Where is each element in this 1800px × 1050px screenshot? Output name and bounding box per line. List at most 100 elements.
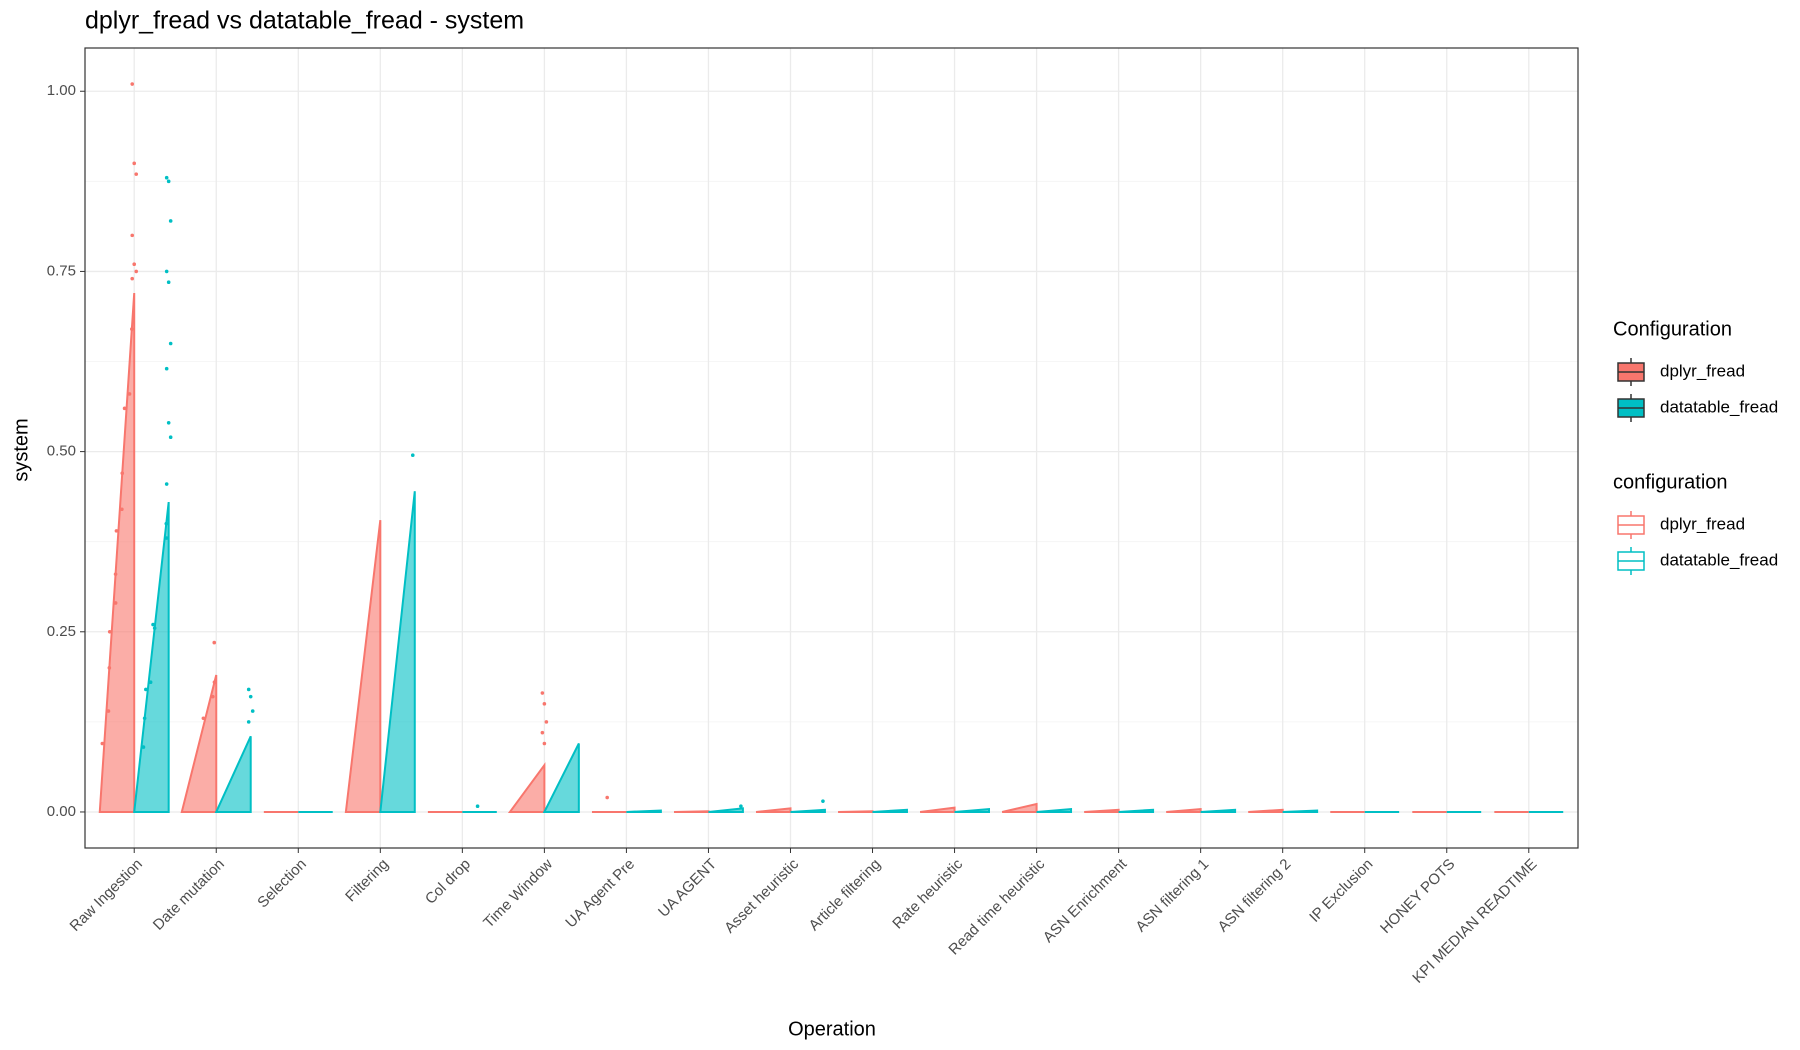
outlier xyxy=(475,804,480,808)
outlier xyxy=(168,435,173,439)
outlier xyxy=(130,276,135,281)
outlier xyxy=(739,804,743,808)
outlier xyxy=(246,720,251,724)
outlier xyxy=(212,640,217,645)
legend-title: configuration xyxy=(1613,471,1728,493)
legend-label: dplyr_fread xyxy=(1660,514,1745,533)
outlier xyxy=(164,521,169,526)
outlier xyxy=(141,745,146,749)
outlier xyxy=(152,626,157,630)
box-ramp xyxy=(1248,808,1284,813)
outlier xyxy=(148,680,153,685)
legend-label: datatable_fread xyxy=(1660,550,1778,569)
outlier xyxy=(542,741,547,746)
outlier xyxy=(544,720,549,724)
outlier xyxy=(540,691,545,695)
x-tick-label: HONEY POTS xyxy=(1377,856,1458,937)
outlier xyxy=(164,366,169,371)
outlier xyxy=(166,420,171,425)
x-axis-title: Operation xyxy=(788,1018,876,1040)
x-tick-label: UA AGENT xyxy=(655,856,720,921)
y-tick-label: 0.75 xyxy=(47,262,76,279)
outlier xyxy=(113,601,118,605)
box-ramp xyxy=(507,762,546,813)
box-ramp xyxy=(1282,809,1319,813)
box-ramp xyxy=(98,292,136,813)
outlier xyxy=(605,795,609,800)
x-tick-label: Asset heuristic xyxy=(721,855,802,936)
outlier xyxy=(410,453,415,458)
outlier xyxy=(130,327,134,331)
legend-label: datatable_fread xyxy=(1660,397,1778,416)
y-tick-label: 0.50 xyxy=(47,443,76,460)
box-ramp xyxy=(379,491,416,813)
box-ramp xyxy=(1118,808,1155,813)
outlier xyxy=(540,730,545,735)
box-ramp xyxy=(214,735,252,813)
outlier xyxy=(120,507,124,512)
x-tick-label: IP Exclusion xyxy=(1306,856,1376,926)
outlier xyxy=(107,629,112,634)
y-tick-label: 0.00 xyxy=(47,803,76,820)
box-ramp xyxy=(954,807,991,813)
outlier xyxy=(168,341,173,346)
outlier xyxy=(132,161,137,166)
outlier xyxy=(248,694,253,699)
outlier xyxy=(201,716,206,721)
x-tick-label: ASN filtering 1 xyxy=(1132,856,1212,936)
box-ramp xyxy=(133,501,170,813)
outlier xyxy=(166,280,171,285)
outlier xyxy=(107,666,112,670)
y-tick-label: 0.25 xyxy=(47,623,76,640)
outlier xyxy=(821,799,825,803)
x-tick-label: Raw Ingestion xyxy=(67,856,146,935)
x-tick-label: UA Agent Pre xyxy=(562,856,638,932)
x-tick-label: Filtering xyxy=(342,856,392,906)
outlier xyxy=(168,219,173,223)
outlier xyxy=(130,233,135,238)
box-ramp xyxy=(1001,802,1038,813)
outlier xyxy=(246,687,251,692)
x-tick-label: Time Window xyxy=(480,855,556,931)
box-ramp xyxy=(838,810,874,813)
y-tick-label: 1.00 xyxy=(47,82,76,99)
box-ramp xyxy=(919,806,956,813)
box-ramp xyxy=(1084,808,1120,813)
outlier xyxy=(542,702,547,706)
outlier xyxy=(164,269,169,274)
x-tick-label: ASN Enrichment xyxy=(1040,855,1131,946)
plot-frame xyxy=(84,47,1579,849)
legend-title: Configuration xyxy=(1613,318,1732,340)
outlier xyxy=(114,529,119,533)
x-tick-label: Col drop xyxy=(422,856,474,908)
outlier xyxy=(211,694,215,699)
outlier xyxy=(134,172,139,176)
box-ramp xyxy=(626,809,662,813)
outlier xyxy=(120,471,125,476)
outlier xyxy=(164,536,169,540)
outlier xyxy=(130,82,135,86)
outlier xyxy=(127,392,132,396)
x-tick-label: Rate heuristic xyxy=(889,855,966,932)
outlier xyxy=(122,406,127,411)
x-tick-label: Article filtering xyxy=(806,856,885,935)
box-ramp xyxy=(344,519,382,813)
outlier xyxy=(212,680,217,685)
box-ramp xyxy=(1036,807,1073,813)
box-ramp xyxy=(708,807,744,813)
box-ramp xyxy=(755,807,792,813)
outlier xyxy=(106,709,111,713)
outlier xyxy=(166,179,171,184)
outlier xyxy=(132,262,137,267)
chart-title: dplyr_fread vs datatable_fread - system xyxy=(85,7,524,35)
box-ramp xyxy=(180,674,218,813)
legend-label: dplyr_fread xyxy=(1660,361,1745,380)
outlier xyxy=(142,716,147,721)
x-tick-label: Selection xyxy=(254,856,310,912)
x-tick-label: ASN filtering 2 xyxy=(1215,856,1295,936)
box-ramp xyxy=(673,810,710,813)
outlier xyxy=(134,269,139,274)
outlier xyxy=(164,175,169,180)
outlier xyxy=(164,482,169,486)
